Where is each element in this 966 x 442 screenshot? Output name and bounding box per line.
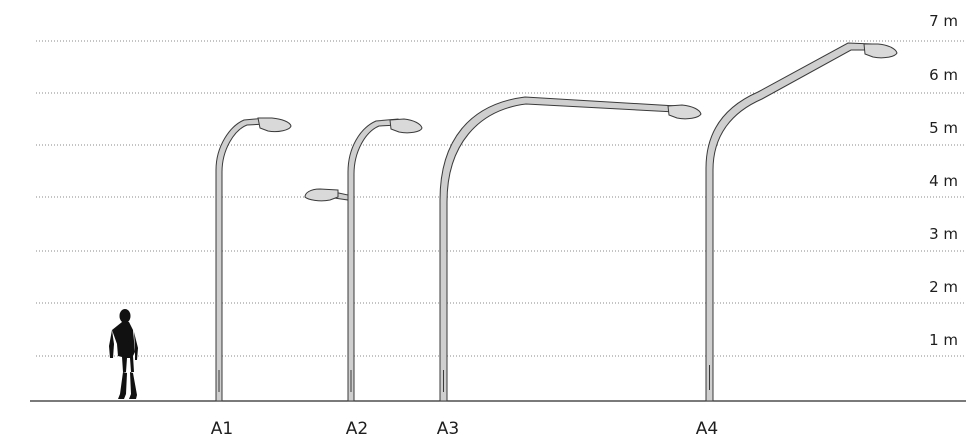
- pole-a4-shaft: [705, 42, 873, 402]
- pole-a1: A1: [211, 117, 292, 439]
- pole-a1-luminaire: [257, 117, 292, 133]
- pole-a3: A3: [437, 96, 702, 439]
- pole-label-a1: A1: [211, 419, 233, 439]
- height-label-4m: 4 m: [929, 172, 958, 190]
- person-silhouette-icon: [109, 309, 138, 399]
- pole-a3-shaft: [439, 96, 677, 402]
- pole-a2-upper-luminaire: [389, 118, 423, 134]
- pole-label-a3: A3: [437, 419, 459, 439]
- height-label-1m: 1 m: [929, 331, 958, 349]
- pole-a3-luminaire: [667, 104, 702, 120]
- pole-a4: A4: [696, 42, 898, 439]
- pole-a2-shaft: [347, 118, 399, 402]
- pole-a2-side-luminaire: [304, 188, 339, 202]
- pole-a4-luminaire: [863, 43, 898, 59]
- pole-label-a2: A2: [346, 419, 368, 439]
- pole-a2: A2: [304, 118, 423, 439]
- height-label-3m: 3 m: [929, 225, 958, 243]
- height-label-6m: 6 m: [929, 66, 958, 84]
- height-label-5m: 5 m: [929, 119, 958, 137]
- pole-label-a4: A4: [696, 419, 718, 439]
- height-label-2m: 2 m: [929, 278, 958, 296]
- height-labels: 7 m 6 m 5 m 4 m 3 m 2 m 1 m: [929, 12, 958, 349]
- height-gridlines: [36, 40, 966, 357]
- height-label-7m: 7 m: [929, 12, 958, 30]
- pole-a1-shaft: [215, 117, 267, 402]
